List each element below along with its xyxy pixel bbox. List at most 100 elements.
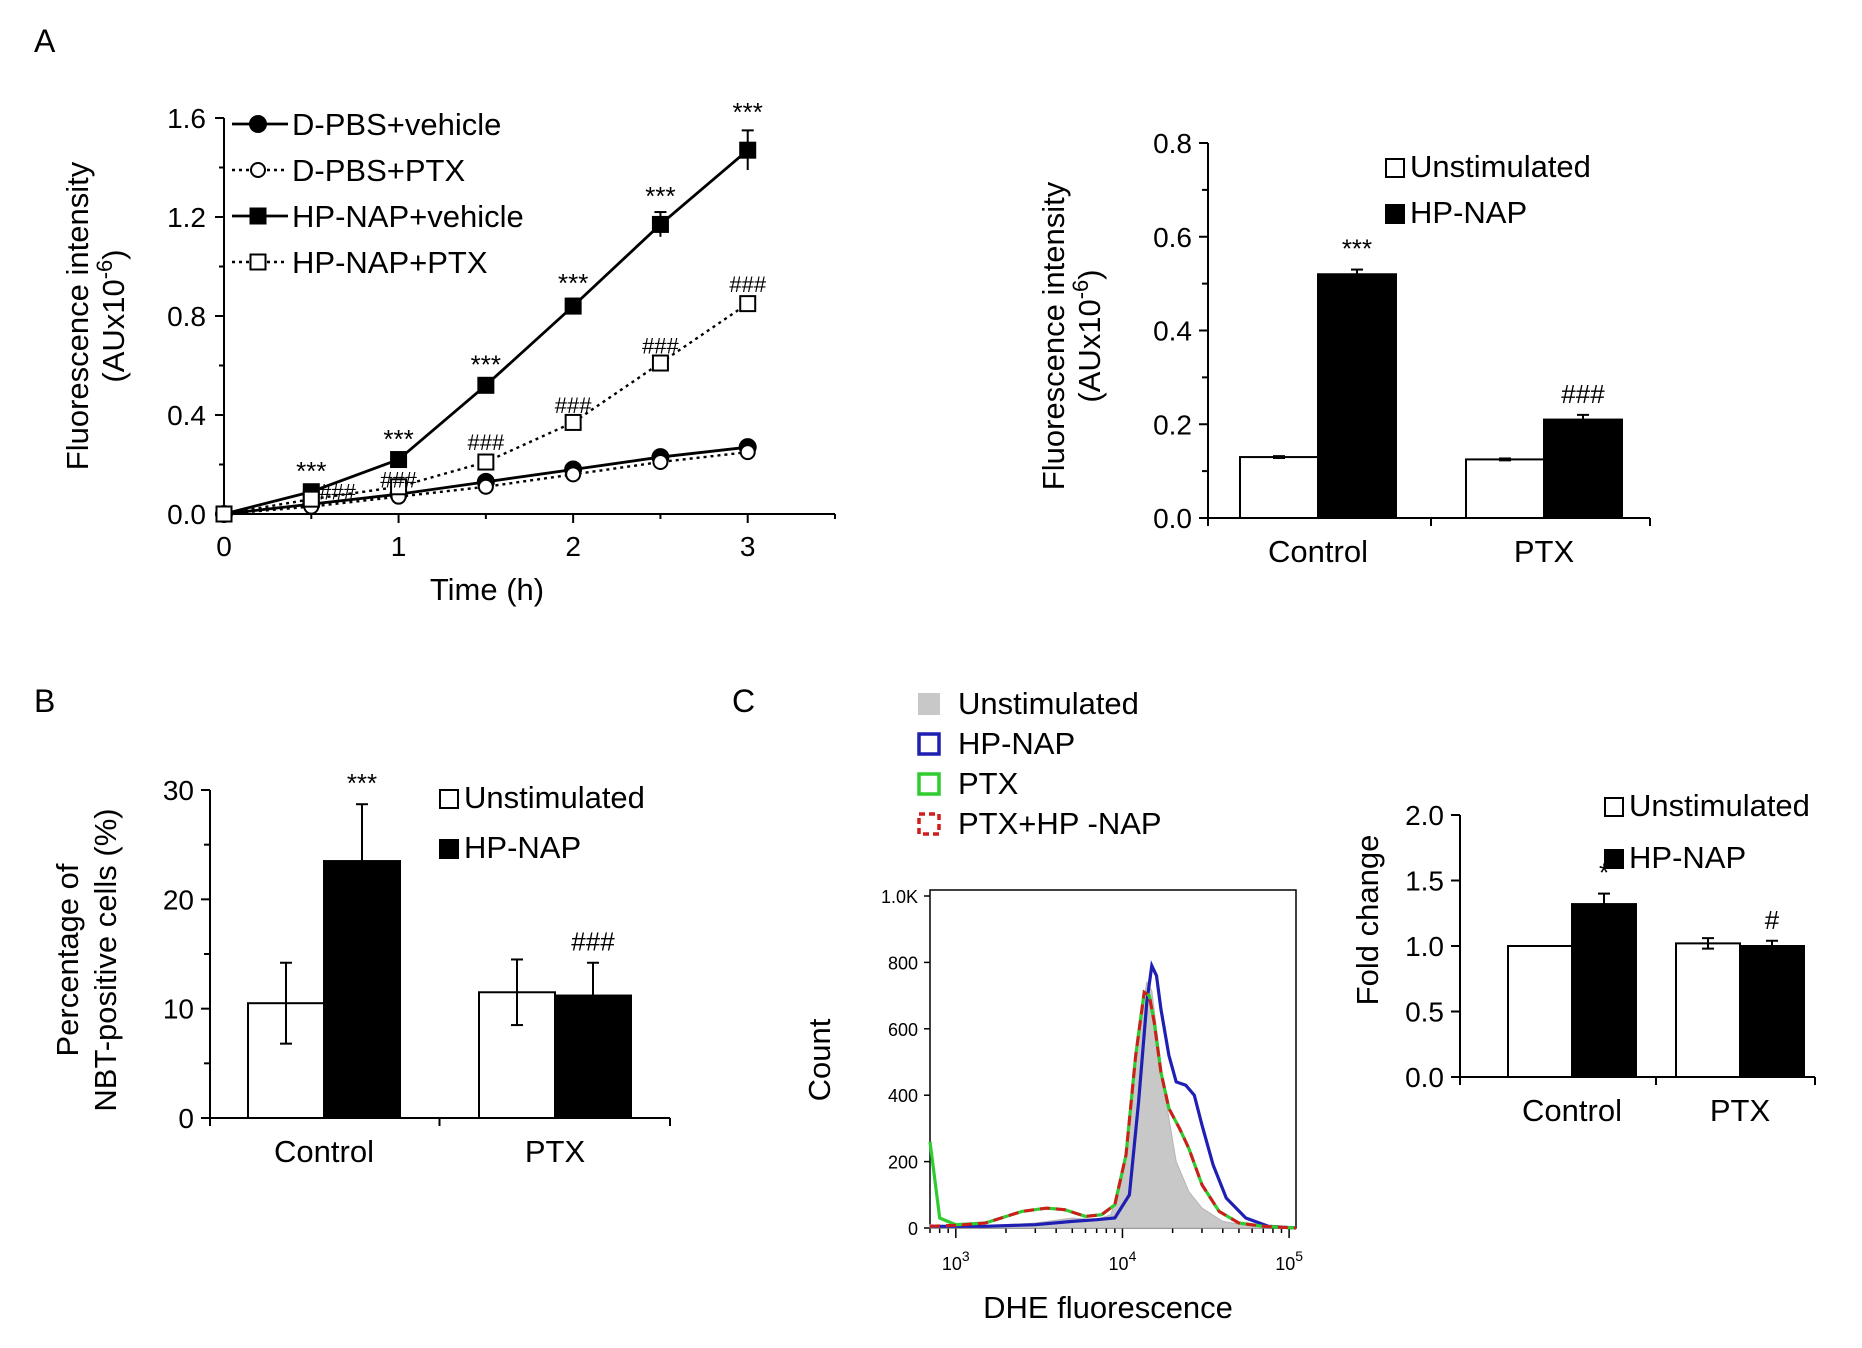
- a-line-annotation: ###: [467, 430, 504, 455]
- a-line-ylabel: Fluorescence intensity: [60, 161, 95, 470]
- c-bar-y-tick-label: 1.5: [1405, 866, 1444, 897]
- c-bar-annotation: #: [1765, 905, 1780, 935]
- c-hist-y-tick-label: 600: [888, 1020, 918, 1040]
- c-bar-bar: [1507, 945, 1573, 1078]
- c-hist-legend-item: HP-NAP: [917, 726, 1075, 761]
- b-bar-legend-label: Unstimulated: [464, 780, 645, 815]
- a-line-point: [302, 490, 320, 508]
- b-bar-legend-item: Unstimulated: [439, 780, 645, 815]
- a-line-annotation: ***: [296, 456, 326, 486]
- c-hist-y-tick-label: 800: [888, 953, 918, 973]
- c-bar-bar: [1675, 942, 1741, 1078]
- a-bar-y-tick-label: 0.6: [1153, 222, 1192, 253]
- a-bar-y-tick-label: 0.2: [1153, 409, 1192, 440]
- a-bar-legend-item: HP-NAP: [1385, 195, 1527, 230]
- b-bar-legend-label: HP-NAP: [464, 830, 581, 865]
- panel-label-c: C: [732, 683, 755, 719]
- a-bar-ylabel: Fluorescence intensity: [1036, 181, 1071, 490]
- a-bar-y-tick-label: 0.4: [1153, 316, 1192, 347]
- c-hist-y-tick-label: 0: [908, 1219, 918, 1239]
- chart-a-line: 0.0 0.4 0.8 1.2 1.6 0 1 2 3 Time (h) Fluorescenc…: [60, 97, 836, 607]
- a-line-annotation: ***: [383, 424, 413, 454]
- c-hist-legend-label: PTX: [958, 766, 1019, 801]
- chart-b-bar: 0 10 20 30 Control PTX Percentage of NBT-posi…: [50, 768, 671, 1169]
- a-line-annotations: ******************### ###############: [296, 97, 767, 505]
- c-hist-y-tick-label: 200: [888, 1153, 918, 1173]
- a-line-legend-label: D-PBS+PTX: [292, 153, 465, 188]
- c-hist-legend: Unstimulated HP-NAP PTX PTX+HP -NAP: [917, 686, 1162, 841]
- c-bar-bar: [1739, 945, 1805, 1078]
- c-hist-x-tick-label: 104: [1109, 1248, 1137, 1274]
- a-line-annotation: ***: [558, 268, 588, 298]
- a-line-legend-marker: [250, 162, 266, 178]
- a-line-annotation: ###: [642, 334, 679, 359]
- a-bar-legend-swatch: [1385, 204, 1405, 224]
- a-line-legend-item: HP-NAP+PTX: [232, 245, 488, 280]
- b-bar-legend-swatch: [439, 839, 459, 859]
- a-line-x-tick-label: 0: [216, 531, 232, 562]
- a-line-point: [215, 505, 233, 523]
- c-hist-legend-swatch: [917, 772, 941, 796]
- a-line-annotation: ###: [555, 393, 592, 418]
- a-bar-legend-label: HP-NAP: [1410, 195, 1527, 230]
- a-line-annotation: ***: [471, 350, 501, 380]
- c-bar-legend-label: Unstimulated: [1629, 788, 1810, 823]
- a-line-legend-item: D-PBS+PTX: [232, 153, 465, 188]
- c-bar-y-tick-label: 0.5: [1405, 997, 1444, 1028]
- a-bar-bar: [1465, 458, 1545, 519]
- c-bar-bars: *#: [1507, 858, 1805, 1079]
- a-bar-ylabel-units: (AUx10-6): [1068, 269, 1107, 402]
- b-bar-bars: *** ###: [247, 768, 632, 1120]
- c-bar-annotation: *: [1599, 858, 1609, 888]
- c-bar-ylabel: Fold change: [1350, 835, 1385, 1006]
- c-hist-legend-item: PTX: [917, 766, 1019, 801]
- b-bar-y-tick-label: 30: [163, 775, 194, 806]
- c-bar-legend: Unstimulated HP-NAP: [1604, 788, 1810, 875]
- a-line-point: [739, 295, 757, 313]
- a-line-point: [390, 451, 408, 469]
- a-bar-bar: [1543, 418, 1623, 519]
- a-bar-x-tick-label: PTX: [1514, 534, 1575, 569]
- a-line-point: [651, 354, 669, 372]
- a-bar-bar: [1239, 456, 1319, 519]
- a-line-annotation: ###: [319, 480, 356, 505]
- c-bar-legend-label: HP-NAP: [1629, 840, 1746, 875]
- a-bar-bars: *** ###: [1239, 234, 1623, 519]
- a-line-legend-label: HP-NAP+vehicle: [292, 199, 524, 234]
- c-hist-legend-label: PTX+HP -NAP: [958, 806, 1162, 841]
- b-bar-legend-item: HP-NAP: [439, 830, 581, 865]
- a-line-point: [477, 453, 495, 471]
- c-hist-ylabel: Count: [802, 1018, 837, 1101]
- c-hist-y-tick-label: 1.0K: [881, 887, 918, 907]
- a-line-y-tick-label: 1.2: [167, 202, 206, 233]
- c-bar-x-tick-label: PTX: [1710, 1093, 1771, 1128]
- a-line-point: [477, 376, 495, 394]
- b-bar-y-tick-label: 20: [163, 884, 194, 915]
- c-hist-legend-swatch: [917, 812, 941, 836]
- c-bar-y-tick-label: 1.0: [1405, 931, 1444, 962]
- a-line-x-tick-label: 2: [565, 531, 581, 562]
- c-hist-y-tick-label: 400: [888, 1086, 918, 1106]
- c-hist-xlabel: DHE fluorescence: [983, 1290, 1233, 1325]
- a-line-annotation: ###: [729, 272, 766, 297]
- c-bar-axes: 0.0 0.5 1.0 1.5 2.0 Control PTX: [1405, 800, 1816, 1128]
- a-line-point: [564, 413, 582, 431]
- a-bar-axes: 0.0 0.2 0.4 0.6 0.8 Control PTX: [1153, 128, 1651, 569]
- b-bar-legend: Unstimulated HP-NAP: [439, 780, 645, 865]
- c-bar-bar: [1571, 903, 1637, 1079]
- a-line-legend-marker: [249, 207, 267, 225]
- a-line-legend-marker: [249, 253, 267, 271]
- c-hist-series-0: [929, 980, 1297, 1229]
- b-bar-annotation: ###: [571, 927, 615, 957]
- a-line-y-tick-label: 0.4: [167, 400, 206, 431]
- c-bar-y-tick-label: 0.0: [1405, 1062, 1444, 1093]
- b-bar-y-tick-label: 10: [163, 994, 194, 1025]
- b-bar-legend-swatch: [439, 789, 459, 809]
- a-line-annotation: ***: [645, 181, 675, 211]
- chart-c-histogram: Unstimulated HP-NAP PTX PTX+HP -NAP 0 200 400…: [802, 686, 1303, 1325]
- a-line-series-3: [215, 295, 757, 523]
- a-line-point: [739, 141, 757, 159]
- b-bar-annotation: ***: [347, 768, 377, 798]
